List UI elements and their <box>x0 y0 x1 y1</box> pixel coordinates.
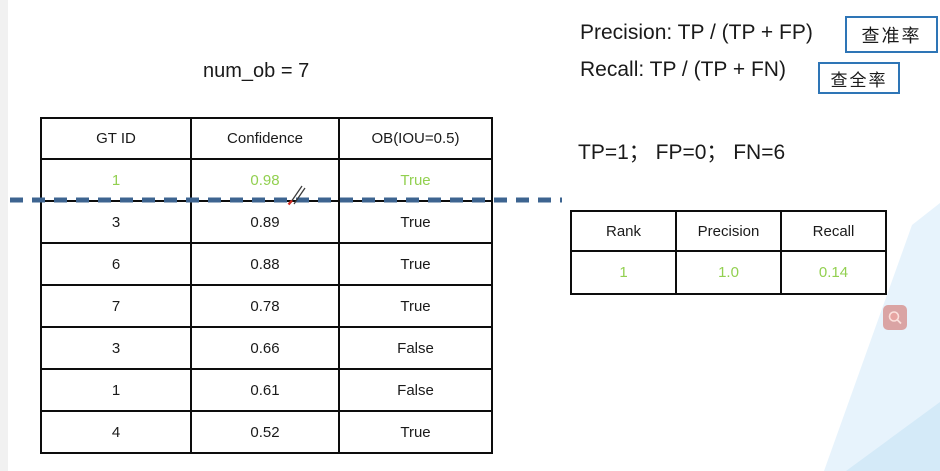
cell: True <box>338 158 493 202</box>
cell: True <box>338 200 493 244</box>
cell: 0.14 <box>780 250 887 295</box>
cell: True <box>338 284 493 328</box>
cell: 0.78 <box>190 284 340 328</box>
cell: 0.98 <box>190 158 340 202</box>
cell: 1 <box>40 368 192 412</box>
col-header-gt-id: GT ID <box>40 117 192 160</box>
tp-fp-fn-counts: TP=1； FP=0； FN=6 <box>578 141 786 164</box>
col-header-recall: Recall <box>780 210 887 252</box>
pencil-annotation-icon <box>287 185 306 206</box>
num-ob-title: num_ob = 7 <box>203 60 310 82</box>
table-row: 6 0.88 True <box>40 242 493 286</box>
col-header-ob-iou: OB(IOU=0.5) <box>338 117 493 160</box>
cell: 1 <box>570 250 677 295</box>
cell: 0.88 <box>190 242 340 286</box>
precision-recall-table: Rank Precision Recall 1 1.0 0.14 <box>570 210 887 295</box>
table-row: 4 0.52 True <box>40 410 493 454</box>
table-row: 1 0.61 False <box>40 368 493 412</box>
cell: True <box>338 410 493 454</box>
table-header-row: Rank Precision Recall <box>570 210 887 252</box>
table-row: 3 0.66 False <box>40 326 493 370</box>
magnifier-watermark-icon <box>883 305 907 330</box>
recall-chinese-label-box: 查全率 <box>818 62 900 94</box>
cell: 0.61 <box>190 368 340 412</box>
col-header-precision: Precision <box>675 210 782 252</box>
slide-left-edge-strip <box>0 0 8 471</box>
table-row: 7 0.78 True <box>40 284 493 328</box>
cell: 0.52 <box>190 410 340 454</box>
table-row: 1 0.98 True <box>40 158 493 202</box>
col-header-rank: Rank <box>570 210 677 252</box>
cell: 1 <box>40 158 192 202</box>
rank-threshold-dashed-divider <box>10 197 562 203</box>
cell: False <box>338 368 493 412</box>
cell: 6 <box>40 242 192 286</box>
col-header-confidence: Confidence <box>190 117 340 160</box>
cell: 4 <box>40 410 192 454</box>
cell: 0.66 <box>190 326 340 370</box>
table-row: 1 1.0 0.14 <box>570 250 887 295</box>
detection-results-table: GT ID Confidence OB(IOU=0.5) 1 0.98 True… <box>40 117 493 454</box>
precision-formula-text: Precision: TP / (TP + FP) <box>580 21 813 44</box>
cell: 0.89 <box>190 200 340 244</box>
cell: 3 <box>40 326 192 370</box>
cell: 3 <box>40 200 192 244</box>
cell: 7 <box>40 284 192 328</box>
table-header-row: GT ID Confidence OB(IOU=0.5) <box>40 117 493 160</box>
cell: False <box>338 326 493 370</box>
recall-formula-text: Recall: TP / (TP + FN) <box>580 58 786 81</box>
cell: True <box>338 242 493 286</box>
table-row: 3 0.89 True <box>40 200 493 244</box>
precision-chinese-label-box: 查准率 <box>845 16 938 53</box>
cell: 1.0 <box>675 250 782 295</box>
